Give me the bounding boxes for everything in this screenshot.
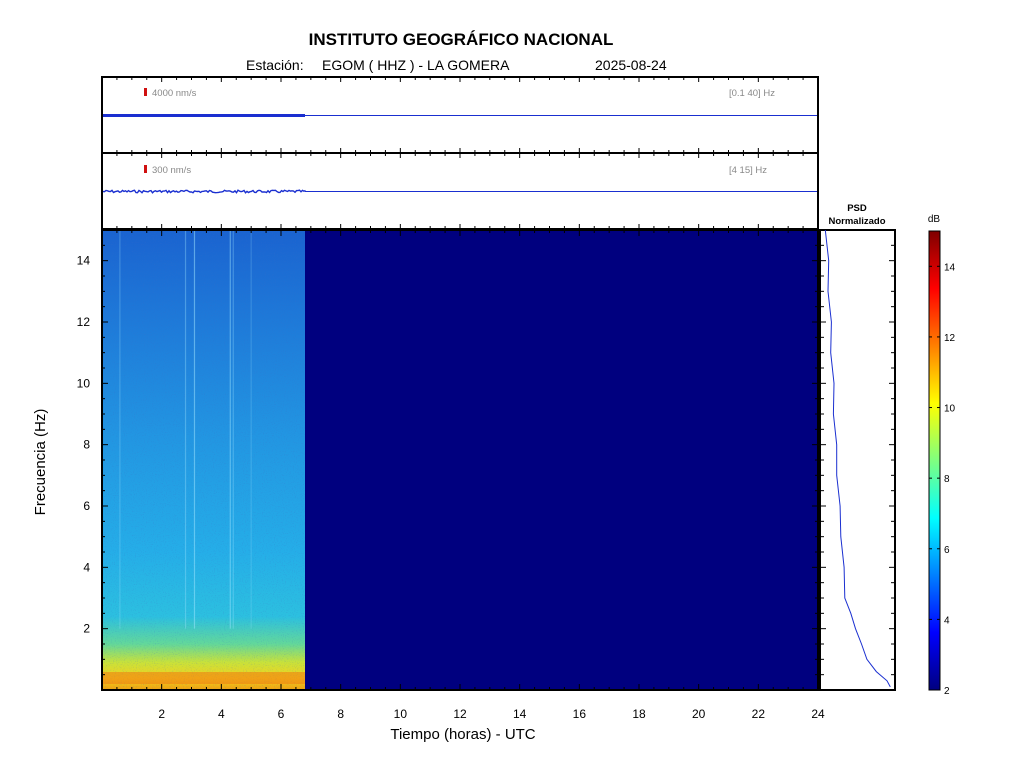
y-tick-label: 10 [77,376,91,390]
colorbar: dB 2 4 6 8 10 12 14 [928,214,956,697]
x-tick-label: 4 [218,707,225,721]
x-tick-label: 2 [158,707,165,721]
trace-2-scale: 300 nm/s [152,165,191,176]
psd-curve [824,229,891,688]
colorbar-tick-label: 8 [944,474,950,485]
psd-panel: PSD Normalizado [819,203,896,691]
x-axis: 2 4 6 8 10 12 14 16 18 20 22 24 [101,230,825,721]
scale-marker-1 [144,88,147,96]
trace-1-signal [103,114,305,117]
psd-subtitle: Normalizado [828,216,885,227]
x-tick-label: 8 [337,707,344,721]
trace-panel-broadband: 4000 nm/s [0.1 40] Hz [101,76,819,154]
station-name: EGOM ( HHZ ) - LA GOMERA [322,57,510,73]
y-tick-label: 6 [83,499,90,513]
y-tick-label: 12 [77,315,91,329]
colorbar-gradient [928,230,941,691]
x-tick-label: 16 [573,707,587,721]
colorbar-tick-label: 2 [944,686,950,697]
colorbar-tick-label: 12 [944,333,956,344]
x-tick-label: 18 [632,707,646,721]
psd-ticks [821,229,894,676]
colorbar-tick-label: 4 [944,615,950,626]
x-tick-label: 10 [394,707,408,721]
trace-1-scale: 4000 nm/s [152,88,197,99]
low-frequency-band [102,672,305,684]
trace-1-band: [0.1 40] Hz [729,88,775,99]
trace-panel-2-ticks [101,153,819,229]
trace-2-signal [102,189,306,194]
trace-panel-filtered: 300 nm/s [4 15] Hz [101,152,819,230]
scale-marker-2 [144,165,147,173]
spectrogram-texture [102,230,305,690]
x-tick-label: 24 [811,707,825,721]
psd-title: PSD [847,203,867,214]
figure-title: INSTITUTO GEOGRÁFICO NACIONAL [309,30,614,49]
colorbar-ticks: 2 4 6 8 10 12 14 [929,262,956,697]
psd-frame [819,229,896,691]
x-tick-label: 22 [752,707,766,721]
y-tick-label: 2 [83,622,90,636]
station-label: Estación: [246,57,304,73]
colorbar-tick-label: 14 [944,262,956,273]
colorbar-tick-label: 10 [944,404,956,415]
x-tick-label: 14 [513,707,527,721]
x-axis-label: Tiempo (horas) - UTC [390,726,535,743]
colorbar-tick-label: 6 [944,545,950,556]
x-tick-label: 6 [278,707,285,721]
y-axis-label: Frecuencia (Hz) [32,409,49,516]
x-tick-label: 12 [453,707,467,721]
y-tick-label: 4 [83,560,90,574]
y-tick-label: 8 [83,438,90,452]
date-label: 2025-08-24 [595,57,667,73]
x-tick-label: 20 [692,707,706,721]
trace-2-band: [4 15] Hz [729,165,767,176]
y-axis: 2 4 6 8 10 12 14 [77,229,818,676]
y-tick-label: 14 [77,254,91,268]
colorbar-unit: dB [928,214,941,225]
